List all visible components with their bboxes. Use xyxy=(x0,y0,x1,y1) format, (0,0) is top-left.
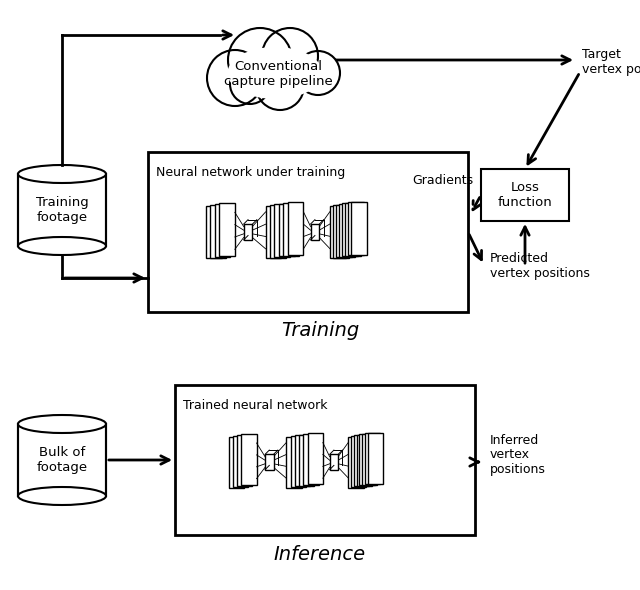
Bar xyxy=(275,204,291,257)
Bar xyxy=(210,205,226,258)
Bar xyxy=(308,433,323,484)
Ellipse shape xyxy=(18,237,106,255)
Bar xyxy=(18,174,106,246)
Circle shape xyxy=(296,51,340,95)
Bar xyxy=(299,435,314,486)
Text: Trained neural network: Trained neural network xyxy=(183,399,328,412)
Bar xyxy=(265,454,273,470)
Text: Predicted
vertex positions: Predicted vertex positions xyxy=(490,252,590,280)
Bar xyxy=(354,435,369,487)
Bar xyxy=(270,205,286,258)
Bar xyxy=(342,204,358,256)
Bar xyxy=(356,435,372,486)
Text: Conventional
capture pipeline: Conventional capture pipeline xyxy=(223,60,332,88)
Bar xyxy=(351,436,367,487)
Text: Neural network under training: Neural network under training xyxy=(156,166,345,179)
Bar xyxy=(333,205,349,258)
Bar xyxy=(339,204,355,257)
Bar xyxy=(330,454,338,470)
Bar xyxy=(348,202,364,255)
Bar xyxy=(228,437,244,487)
Text: Target
vertex positions: Target vertex positions xyxy=(582,48,640,76)
Bar xyxy=(206,205,221,258)
Bar xyxy=(295,435,310,486)
Circle shape xyxy=(207,50,263,106)
Ellipse shape xyxy=(18,487,106,505)
Bar xyxy=(310,224,319,240)
Text: Loss
function: Loss function xyxy=(498,181,552,209)
Bar xyxy=(360,434,374,486)
Bar xyxy=(481,169,569,221)
Bar xyxy=(336,205,352,257)
Ellipse shape xyxy=(18,415,106,433)
Bar xyxy=(244,224,252,240)
Circle shape xyxy=(230,64,270,104)
Ellipse shape xyxy=(18,165,106,183)
Bar xyxy=(287,202,303,255)
Bar xyxy=(175,385,475,535)
Bar xyxy=(368,433,383,484)
Circle shape xyxy=(256,62,304,110)
Ellipse shape xyxy=(227,47,323,99)
Bar xyxy=(214,204,230,257)
Bar xyxy=(303,434,319,485)
Bar xyxy=(219,203,235,256)
Bar xyxy=(365,434,380,484)
Text: Inferred
vertex
positions: Inferred vertex positions xyxy=(490,434,546,477)
Bar xyxy=(18,424,106,496)
Bar xyxy=(279,204,294,257)
Bar xyxy=(233,436,248,487)
Bar xyxy=(284,203,299,255)
Text: Training: Training xyxy=(281,320,359,339)
Text: Bulk of
footage: Bulk of footage xyxy=(36,446,88,474)
Bar xyxy=(348,437,364,487)
Bar xyxy=(148,152,468,312)
Text: Inference: Inference xyxy=(274,546,366,565)
Bar xyxy=(345,203,361,255)
Circle shape xyxy=(228,28,292,92)
Text: Training
footage: Training footage xyxy=(36,196,88,224)
Bar xyxy=(266,205,282,258)
Bar xyxy=(237,435,252,486)
Bar xyxy=(241,434,257,485)
Bar xyxy=(18,424,106,496)
Text: Gradients: Gradients xyxy=(412,175,473,188)
Bar xyxy=(18,174,106,246)
Bar xyxy=(351,202,367,255)
Circle shape xyxy=(262,28,318,84)
Bar xyxy=(286,437,301,487)
Bar xyxy=(362,434,378,485)
Bar xyxy=(330,205,346,258)
Bar xyxy=(291,436,306,487)
